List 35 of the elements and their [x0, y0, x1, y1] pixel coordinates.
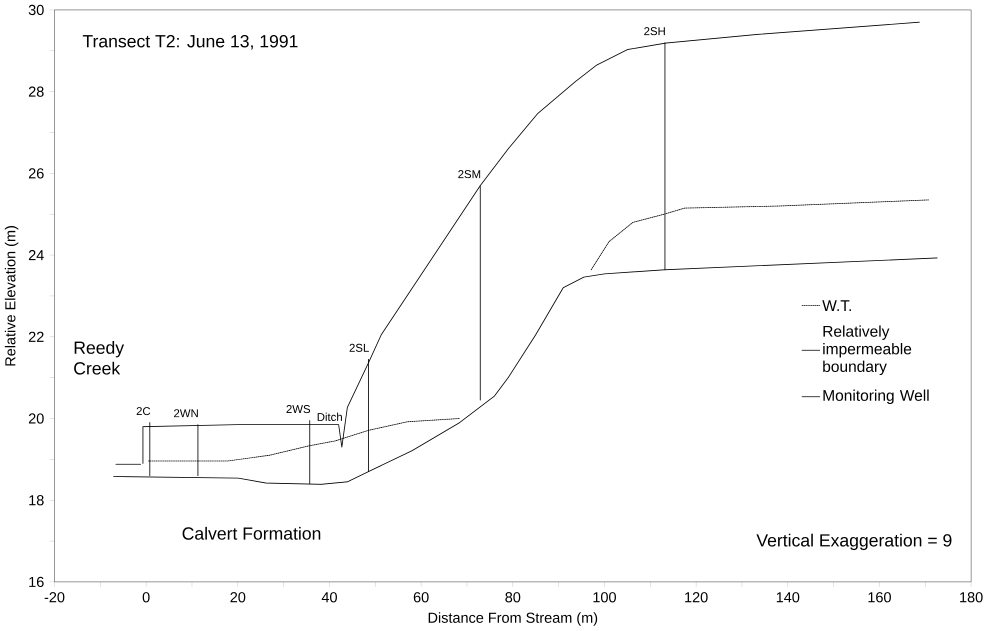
y-tick-label: 22	[28, 332, 44, 342]
annotation: Reedy Creek	[74, 341, 124, 375]
text: Transect T2: June 13, 1991	[82, 35, 298, 50]
annotation: Ditch	[318, 412, 342, 422]
y-tick-label: 24	[28, 250, 44, 260]
annotation: 2SM	[458, 170, 480, 178]
annotation: 2C	[136, 407, 150, 416]
annotation: Calvert Formation	[182, 527, 320, 540]
x-tick-label: 20	[230, 592, 246, 603]
x-tick-label: -20	[44, 592, 64, 603]
y-tick-label: 28	[28, 86, 44, 98]
x-tick-label: 0	[142, 592, 150, 603]
x-tick-label: 120	[685, 592, 708, 603]
x-tick-label: 100	[593, 592, 616, 603]
y-tick-label: 16	[29, 577, 44, 588]
x-tick-label: 40	[322, 592, 337, 603]
x-axis-title: Distance From Stream (m)	[428, 612, 598, 626]
y-tick-label: 18	[29, 495, 44, 506]
annotation: 2WS	[286, 405, 310, 414]
x-tick-label: 60	[414, 592, 429, 603]
x-tick-label: 80	[505, 592, 520, 603]
y-tick-label: 26	[28, 168, 44, 179]
legend-label: Monitoring Well	[823, 390, 929, 404]
x-tick-label: 180	[960, 592, 983, 603]
y-tick-label: 20	[28, 414, 44, 424]
y-tick-label: 30	[28, 5, 44, 16]
legend-label: Relatively impermeable boundary	[823, 326, 912, 376]
legend-label: W.T.	[822, 300, 851, 312]
annotation: Vertical Exaggeration = 9	[756, 534, 952, 550]
y-axis-title: Relative Elevation (m)	[4, 226, 18, 366]
annotation: 2WN	[174, 409, 198, 418]
annotation: 2SH	[644, 27, 665, 36]
annotation: 2SL	[350, 344, 369, 352]
x-tick-label: 160	[868, 592, 891, 603]
x-tick-label: 140	[776, 592, 800, 603]
